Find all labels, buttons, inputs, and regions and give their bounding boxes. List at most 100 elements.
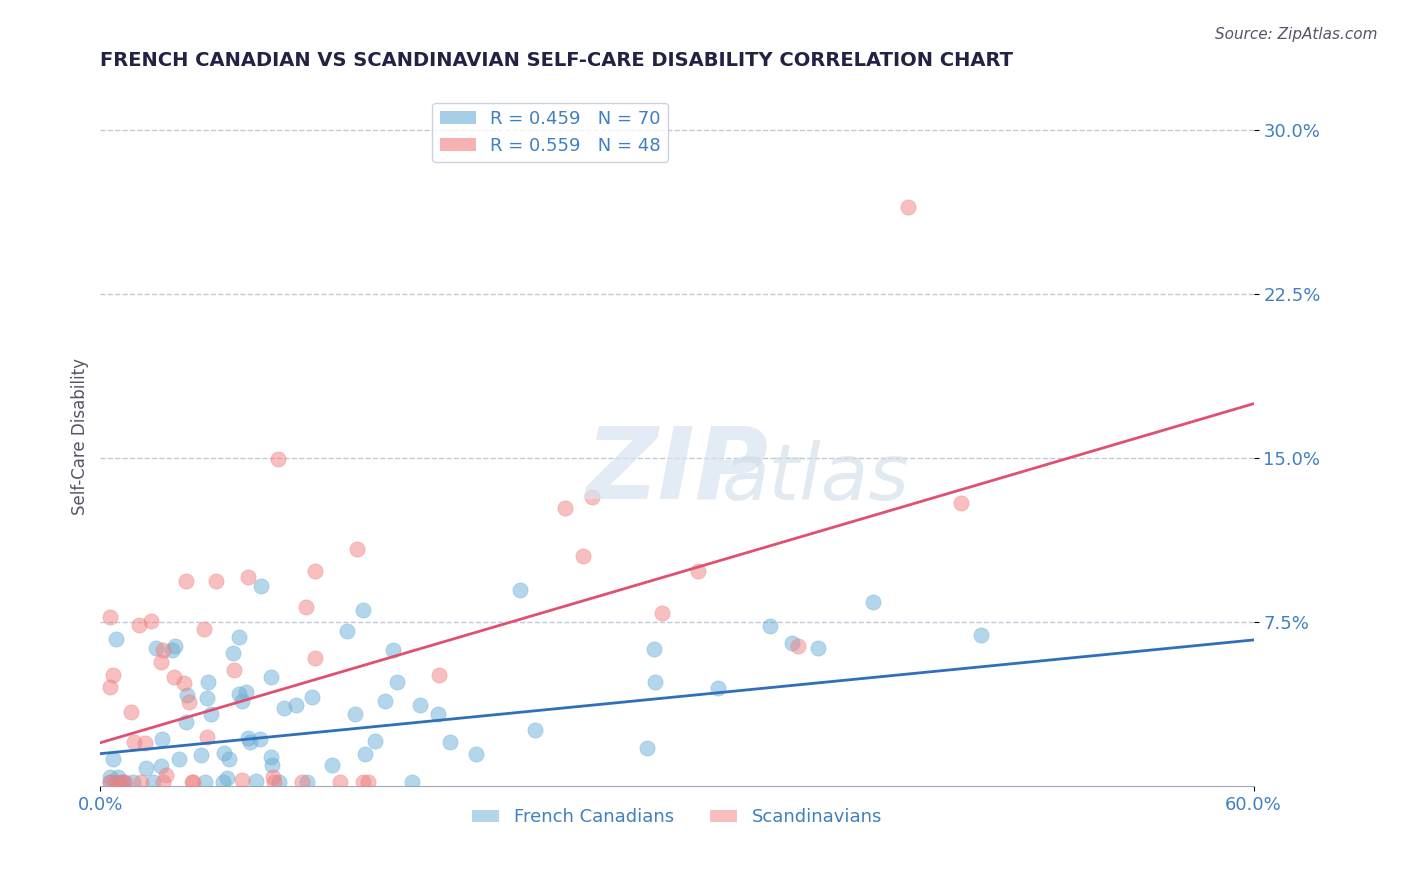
Scandinavians (267, 451, 290, 466)
French Canadians (245, 773, 267, 788)
French Canadians (197, 675, 219, 690)
Scandinavians (152, 642, 174, 657)
Scandinavians (352, 775, 374, 789)
Scandinavians (103, 775, 125, 789)
French Canadians (439, 735, 461, 749)
French Canadians (862, 595, 884, 609)
Scandinavians (427, 667, 450, 681)
Scandinavians (173, 675, 195, 690)
French Canadians (260, 670, 283, 684)
French Canadians (239, 734, 262, 748)
Legend: French Canadians, Scandinavians: French Canadians, Scandinavians (465, 801, 889, 833)
French Canadians (236, 731, 259, 745)
French Canadians (260, 750, 283, 764)
French Canadians (524, 723, 547, 737)
French Canadians (194, 775, 217, 789)
French Canadians (101, 752, 124, 766)
French Canadians (98, 770, 121, 784)
French Canadians (427, 706, 450, 721)
French Canadians (352, 603, 374, 617)
Text: Source: ZipAtlas.com: Source: ZipAtlas.com (1215, 27, 1378, 42)
French Canadians (643, 641, 665, 656)
French Canadians (336, 624, 359, 638)
Scandinavians (304, 564, 326, 578)
Y-axis label: Self-Care Disability: Self-Care Disability (72, 358, 89, 515)
French Canadians (107, 770, 129, 784)
Text: atlas: atlas (721, 441, 910, 516)
Scandinavians (180, 775, 202, 789)
Scandinavians (98, 610, 121, 624)
French Canadians (98, 775, 121, 789)
French Canadians (105, 632, 128, 647)
Scandinavians (571, 549, 593, 563)
Scandinavians (111, 775, 134, 789)
French Canadians (385, 675, 408, 690)
French Canadians (228, 686, 250, 700)
French Canadians (145, 641, 167, 656)
Scandinavians (236, 569, 259, 583)
Scandinavians (98, 680, 121, 694)
Scandinavians (686, 564, 709, 578)
Scandinavians (98, 775, 121, 789)
French Canadians (354, 747, 377, 761)
French Canadians (222, 646, 245, 660)
French Canadians (228, 630, 250, 644)
French Canadians (297, 775, 319, 789)
French Canadians (706, 681, 728, 696)
Scandinavians (949, 496, 972, 510)
French Canadians (122, 775, 145, 789)
Scandinavians (177, 695, 200, 709)
Scandinavians (651, 606, 673, 620)
French Canadians (969, 628, 991, 642)
Scandinavians (131, 775, 153, 789)
Scandinavians (195, 731, 218, 745)
Scandinavians (114, 775, 136, 789)
Scandinavians (181, 775, 204, 789)
French Canadians (235, 685, 257, 699)
Scandinavians (357, 775, 380, 789)
Scandinavians (224, 663, 246, 677)
Scandinavians (134, 736, 156, 750)
Scandinavians (176, 574, 198, 588)
French Canadians (273, 701, 295, 715)
French Canadians (174, 714, 197, 729)
French Canadians (364, 734, 387, 748)
Scandinavians (122, 735, 145, 749)
French Canadians (249, 579, 271, 593)
French Canadians (509, 583, 531, 598)
French Canadians (249, 732, 271, 747)
French Canadians (260, 758, 283, 772)
French Canadians (344, 707, 367, 722)
French Canadians (464, 747, 486, 761)
French Canadians (111, 775, 134, 789)
Scandinavians (128, 618, 150, 632)
Scandinavians (291, 775, 314, 789)
Scandinavians (787, 639, 810, 653)
Scandinavians (101, 667, 124, 681)
French Canadians (162, 643, 184, 657)
French Canadians (218, 752, 240, 766)
French Canadians (167, 752, 190, 766)
French Canadians (382, 643, 405, 657)
Scandinavians (193, 622, 215, 636)
Scandinavians (294, 600, 316, 615)
Scandinavians (204, 574, 226, 588)
Scandinavians (346, 542, 368, 557)
Text: FRENCH CANADIAN VS SCANDINAVIAN SELF-CARE DISABILITY CORRELATION CHART: FRENCH CANADIAN VS SCANDINAVIAN SELF-CAR… (100, 51, 1014, 70)
French Canadians (807, 640, 830, 655)
French Canadians (212, 775, 235, 789)
French Canadians (758, 619, 780, 633)
Scandinavians (141, 614, 163, 628)
Scandinavians (120, 705, 142, 719)
Scandinavians (163, 670, 186, 684)
French Canadians (267, 775, 290, 789)
French Canadians (374, 694, 396, 708)
French Canadians (215, 772, 238, 786)
French Canadians (142, 775, 165, 789)
Scandinavians (152, 775, 174, 789)
French Canadians (212, 746, 235, 760)
French Canadians (200, 706, 222, 721)
Scandinavians (554, 500, 576, 515)
Scandinavians (231, 773, 253, 788)
French Canadians (644, 674, 666, 689)
